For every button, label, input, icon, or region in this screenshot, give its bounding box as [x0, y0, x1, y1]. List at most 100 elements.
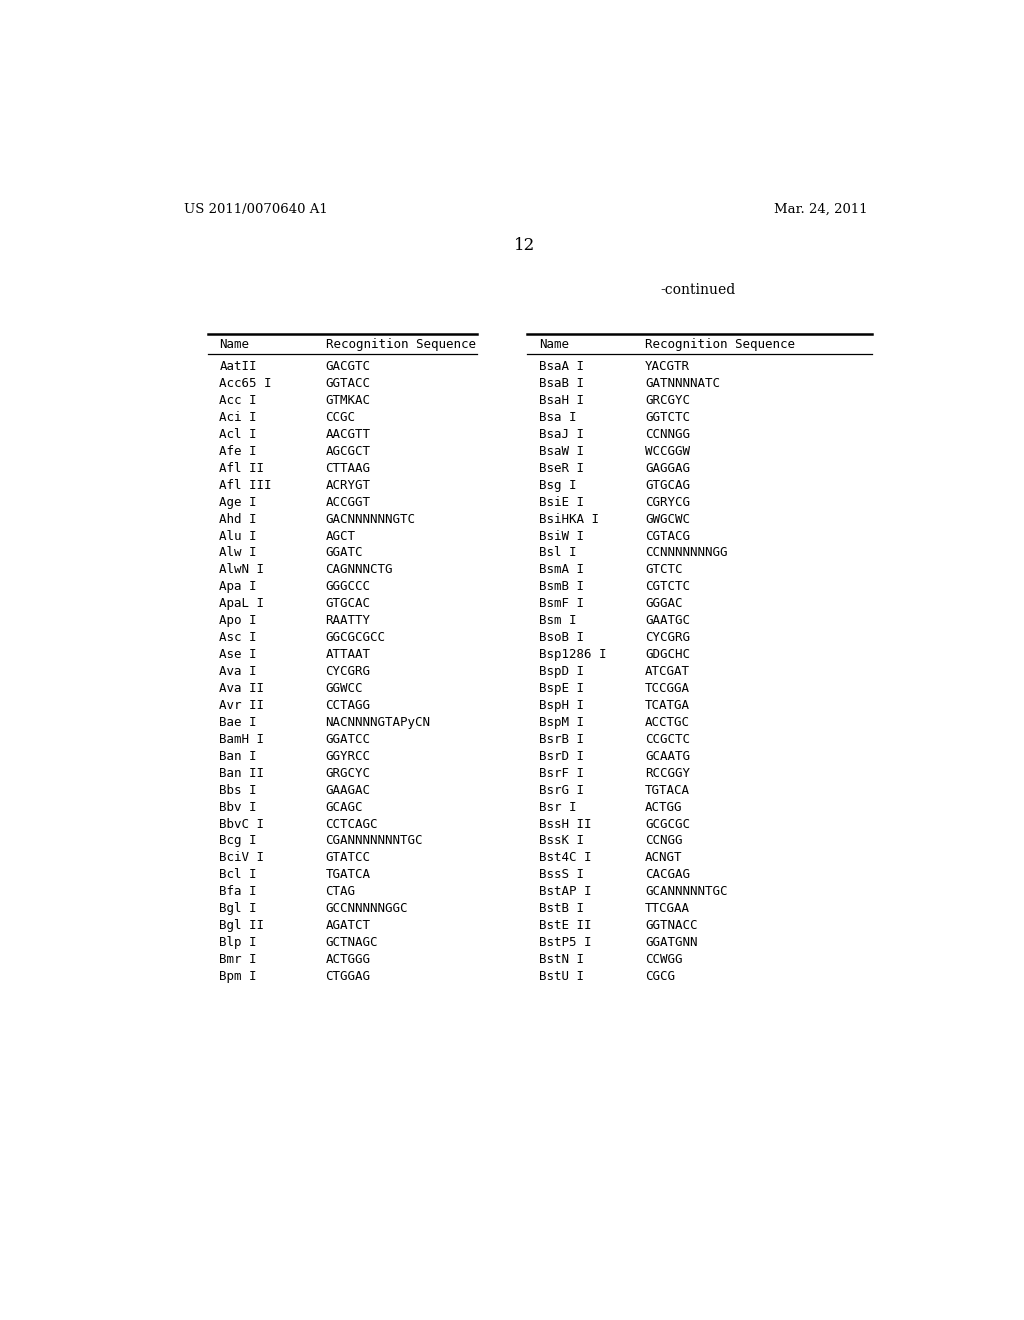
Text: Bbv I: Bbv I: [219, 800, 257, 813]
Text: BstP5 I: BstP5 I: [539, 936, 591, 949]
Text: BsrG I: BsrG I: [539, 784, 584, 797]
Text: CGANNNNNNNTGC: CGANNNNNNNTGC: [326, 834, 423, 847]
Text: GCANNNNNTGC: GCANNNNNTGC: [645, 886, 727, 899]
Text: CYCGRG: CYCGRG: [326, 665, 371, 678]
Text: GTGCAG: GTGCAG: [645, 479, 690, 492]
Text: GGTCTC: GGTCTC: [645, 411, 690, 424]
Text: AACGTT: AACGTT: [326, 428, 371, 441]
Text: Bsp1286 I: Bsp1286 I: [539, 648, 606, 661]
Text: BbvC I: BbvC I: [219, 817, 264, 830]
Text: CGTCTC: CGTCTC: [645, 581, 690, 594]
Text: Apa I: Apa I: [219, 581, 257, 594]
Text: Ban I: Ban I: [219, 750, 257, 763]
Text: BstE II: BstE II: [539, 919, 591, 932]
Text: BciV I: BciV I: [219, 851, 264, 865]
Text: CCNNGG: CCNNGG: [645, 428, 690, 441]
Text: BsmF I: BsmF I: [539, 598, 584, 610]
Text: BstB I: BstB I: [539, 903, 584, 915]
Text: Bst4C I: Bst4C I: [539, 851, 591, 865]
Text: Asc I: Asc I: [219, 631, 257, 644]
Text: Afe I: Afe I: [219, 445, 257, 458]
Text: GATNNNNATC: GATNNNNATC: [645, 378, 720, 391]
Text: BsaB I: BsaB I: [539, 378, 584, 391]
Text: BsoB I: BsoB I: [539, 631, 584, 644]
Text: GTGCAC: GTGCAC: [326, 598, 371, 610]
Text: Acl I: Acl I: [219, 428, 257, 441]
Text: GGGAC: GGGAC: [645, 598, 682, 610]
Text: CCTCAGC: CCTCAGC: [326, 817, 378, 830]
Text: BsiW I: BsiW I: [539, 529, 584, 543]
Text: Bbs I: Bbs I: [219, 784, 257, 797]
Text: CCTAGG: CCTAGG: [326, 700, 371, 711]
Text: Ahd I: Ahd I: [219, 512, 257, 525]
Text: Bsm I: Bsm I: [539, 614, 577, 627]
Text: GRCGYC: GRCGYC: [645, 395, 690, 407]
Text: Recognition Sequence: Recognition Sequence: [645, 338, 795, 351]
Text: GAATGC: GAATGC: [645, 614, 690, 627]
Text: Afl III: Afl III: [219, 479, 272, 492]
Text: GGTNACC: GGTNACC: [645, 919, 697, 932]
Text: BsrD I: BsrD I: [539, 750, 584, 763]
Text: BsmA I: BsmA I: [539, 564, 584, 577]
Text: GGCGCGCC: GGCGCGCC: [326, 631, 386, 644]
Text: CTAG: CTAG: [326, 886, 355, 899]
Text: GGATCC: GGATCC: [326, 733, 371, 746]
Text: ACNGT: ACNGT: [645, 851, 682, 865]
Text: BssK I: BssK I: [539, 834, 584, 847]
Text: TGTACA: TGTACA: [645, 784, 690, 797]
Text: BspE I: BspE I: [539, 682, 584, 696]
Text: Alw I: Alw I: [219, 546, 257, 560]
Text: Apo I: Apo I: [219, 614, 257, 627]
Text: CACGAG: CACGAG: [645, 869, 690, 882]
Text: Bsg I: Bsg I: [539, 479, 577, 492]
Text: ACTGG: ACTGG: [645, 800, 682, 813]
Text: Name: Name: [539, 338, 568, 351]
Text: CCGC: CCGC: [326, 411, 355, 424]
Text: Avr II: Avr II: [219, 700, 264, 711]
Text: Blp I: Blp I: [219, 936, 257, 949]
Text: BsaJ I: BsaJ I: [539, 428, 584, 441]
Text: Ban II: Ban II: [219, 767, 264, 780]
Text: AGATCT: AGATCT: [326, 919, 371, 932]
Text: RAATTY: RAATTY: [326, 614, 371, 627]
Text: Mar. 24, 2011: Mar. 24, 2011: [774, 203, 868, 216]
Text: GWGCWC: GWGCWC: [645, 512, 690, 525]
Text: AatII: AatII: [219, 360, 257, 374]
Text: GGGCCC: GGGCCC: [326, 581, 371, 594]
Text: GCAGC: GCAGC: [326, 800, 364, 813]
Text: Bpm I: Bpm I: [219, 970, 257, 983]
Text: Bfa I: Bfa I: [219, 886, 257, 899]
Text: Alu I: Alu I: [219, 529, 257, 543]
Text: GGWCC: GGWCC: [326, 682, 364, 696]
Text: BstN I: BstN I: [539, 953, 584, 966]
Text: GCCNNNNNGGC: GCCNNNNNGGC: [326, 903, 409, 915]
Text: GGATGNN: GGATGNN: [645, 936, 697, 949]
Text: Recognition Sequence: Recognition Sequence: [326, 338, 475, 351]
Text: ACTGGG: ACTGGG: [326, 953, 371, 966]
Text: AGCGCT: AGCGCT: [326, 445, 371, 458]
Text: BseR I: BseR I: [539, 462, 584, 475]
Text: CCNGG: CCNGG: [645, 834, 682, 847]
Text: NACNNNNGTAPyCN: NACNNNNGTAPyCN: [326, 715, 431, 729]
Text: CCGCTC: CCGCTC: [645, 733, 690, 746]
Text: GACNNNNNNGTC: GACNNNNNNGTC: [326, 512, 416, 525]
Text: Age I: Age I: [219, 496, 257, 508]
Text: BsmB I: BsmB I: [539, 581, 584, 594]
Text: CCNNNNNNNGG: CCNNNNNNNGG: [645, 546, 727, 560]
Text: GTATCC: GTATCC: [326, 851, 371, 865]
Text: 12: 12: [514, 238, 536, 253]
Text: Bcl I: Bcl I: [219, 869, 257, 882]
Text: Name: Name: [219, 338, 250, 351]
Text: Bsl I: Bsl I: [539, 546, 577, 560]
Text: BstU I: BstU I: [539, 970, 584, 983]
Text: Acc65 I: Acc65 I: [219, 378, 272, 391]
Text: GTCTC: GTCTC: [645, 564, 682, 577]
Text: BspH I: BspH I: [539, 700, 584, 711]
Text: GGATC: GGATC: [326, 546, 364, 560]
Text: Bmr I: Bmr I: [219, 953, 257, 966]
Text: GDGCHC: GDGCHC: [645, 648, 690, 661]
Text: WCCGGW: WCCGGW: [645, 445, 690, 458]
Text: Aci I: Aci I: [219, 411, 257, 424]
Text: BamH I: BamH I: [219, 733, 264, 746]
Text: Bgl I: Bgl I: [219, 903, 257, 915]
